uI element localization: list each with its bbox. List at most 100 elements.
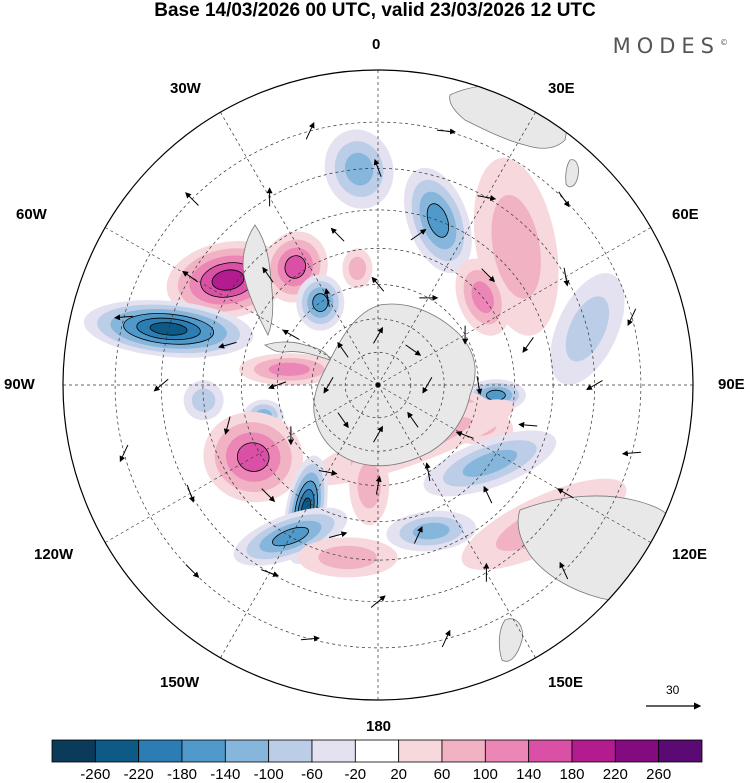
colorbar-segment <box>658 739 703 763</box>
anomaly-contour <box>485 389 506 401</box>
wind-arrow <box>413 526 423 544</box>
anomaly-cell <box>296 274 345 331</box>
colorbar-tick-label: 260 <box>646 766 672 783</box>
wind-arrow <box>557 488 574 499</box>
wind-arrow <box>371 276 385 292</box>
anomaly-contour <box>348 256 367 281</box>
wind-arrow <box>268 381 287 390</box>
wind-arrow <box>323 376 334 394</box>
wind-arrow <box>185 564 200 578</box>
wind-arrow <box>422 376 433 394</box>
wind-arrow <box>337 412 349 429</box>
meridian-line <box>377 384 536 658</box>
wind-arrow <box>518 421 538 428</box>
colorbar-tick-label: -220 <box>123 766 154 783</box>
colorbar-tick-label: 180 <box>559 766 585 783</box>
wind-arrow <box>621 450 641 457</box>
anomaly-contour <box>491 194 541 299</box>
colorbar-segment <box>441 739 486 763</box>
wind-arrow <box>481 268 496 283</box>
antarctica-landmass <box>313 303 476 467</box>
antarctic-peninsula <box>264 341 331 361</box>
anomaly-cell <box>386 510 477 552</box>
wind-arrow <box>441 629 451 648</box>
colorbar-tick-label: 220 <box>602 766 628 783</box>
wind-vectors <box>114 121 641 648</box>
colorbar-tick-label: -180 <box>166 766 198 783</box>
lon-label-150w: 150W <box>160 674 200 691</box>
wind-arrow <box>405 344 422 356</box>
meridian-line <box>377 384 651 543</box>
anomaly-contour <box>312 293 329 312</box>
colorbar-segment <box>268 739 313 763</box>
lon-label-90w: 90W <box>4 376 35 393</box>
wind-arrow <box>586 380 603 390</box>
lon-label-30e: 30E <box>548 80 575 97</box>
colorbar-segment <box>614 739 660 763</box>
wind-arrow <box>182 270 198 283</box>
anomaly-contour <box>149 322 188 336</box>
wind-arrow <box>476 376 483 395</box>
new-zealand-landmass <box>498 618 523 662</box>
meridian-line <box>220 112 379 386</box>
wind-arrow <box>282 329 299 340</box>
lon-label-60e: 60E <box>672 206 699 223</box>
logo-text: MODES <box>612 34 720 58</box>
wind-arrow <box>410 229 427 241</box>
wind-arrow <box>324 288 330 307</box>
wind-arrow <box>437 128 456 135</box>
wind-arrow <box>424 462 431 482</box>
colorbar-segment <box>484 739 530 763</box>
wind-arrow <box>455 431 474 439</box>
lon-label-90e: 90E <box>718 376 745 393</box>
madagascar-landmass <box>565 159 579 188</box>
latitude-circle <box>114 121 642 649</box>
colorbar-tick-label: -100 <box>253 766 284 783</box>
wind-arrow <box>328 531 348 538</box>
colorbar-segment <box>311 739 356 763</box>
meridian-line <box>377 112 536 386</box>
wind-arrow <box>373 158 382 177</box>
meridian-line <box>377 227 651 386</box>
colorbar-segment <box>138 739 183 763</box>
copyright-mark: © <box>720 38 728 47</box>
wind-arrow <box>522 337 534 353</box>
meridian-line <box>105 227 379 386</box>
colorbar-segment <box>224 739 270 763</box>
wind-arrow <box>375 475 382 495</box>
colorbar-segment <box>354 739 400 763</box>
map-boundary <box>62 69 694 701</box>
colorbar-tick-label: 60 <box>433 766 451 783</box>
colorbar-tick-label: 20 <box>390 766 408 783</box>
wind-arrow <box>330 227 345 242</box>
colorbar-segment <box>51 739 96 763</box>
lon-label-180: 180 <box>366 718 392 735</box>
lon-label-0: 0 <box>372 36 381 53</box>
anomaly-contour <box>268 362 310 376</box>
wind-arrow <box>373 326 383 344</box>
wind-arrow <box>318 469 338 476</box>
lon-label-60w: 60W <box>16 206 47 223</box>
wind-arrow <box>186 484 195 503</box>
anomaly-contour <box>318 545 377 570</box>
anomaly-contour <box>426 203 450 238</box>
wind-arrow <box>262 266 274 283</box>
wind-arrow <box>305 121 315 140</box>
lon-label-120e: 120E <box>672 546 708 563</box>
wind-arrow <box>563 267 570 287</box>
map-title: Base 14/03/2026 00 UTC, valid 23/03/2026… <box>154 0 596 21</box>
wind-arrow <box>119 444 129 463</box>
anomaly-cell <box>239 353 340 386</box>
colorbar-segment <box>571 739 616 763</box>
anomaly-contour <box>211 269 245 291</box>
anomaly-cell <box>262 231 328 303</box>
lon-label-30w: 30W <box>170 80 201 97</box>
wind-arrow <box>185 192 199 206</box>
colorbar-tick-label: -60 <box>301 766 323 783</box>
colorbar-segment <box>398 739 443 763</box>
lon-label-120w: 120W <box>34 546 74 563</box>
anomaly-cell <box>342 248 373 289</box>
colorbar-tick-label: -140 <box>210 766 241 783</box>
wind-arrow <box>153 378 169 392</box>
